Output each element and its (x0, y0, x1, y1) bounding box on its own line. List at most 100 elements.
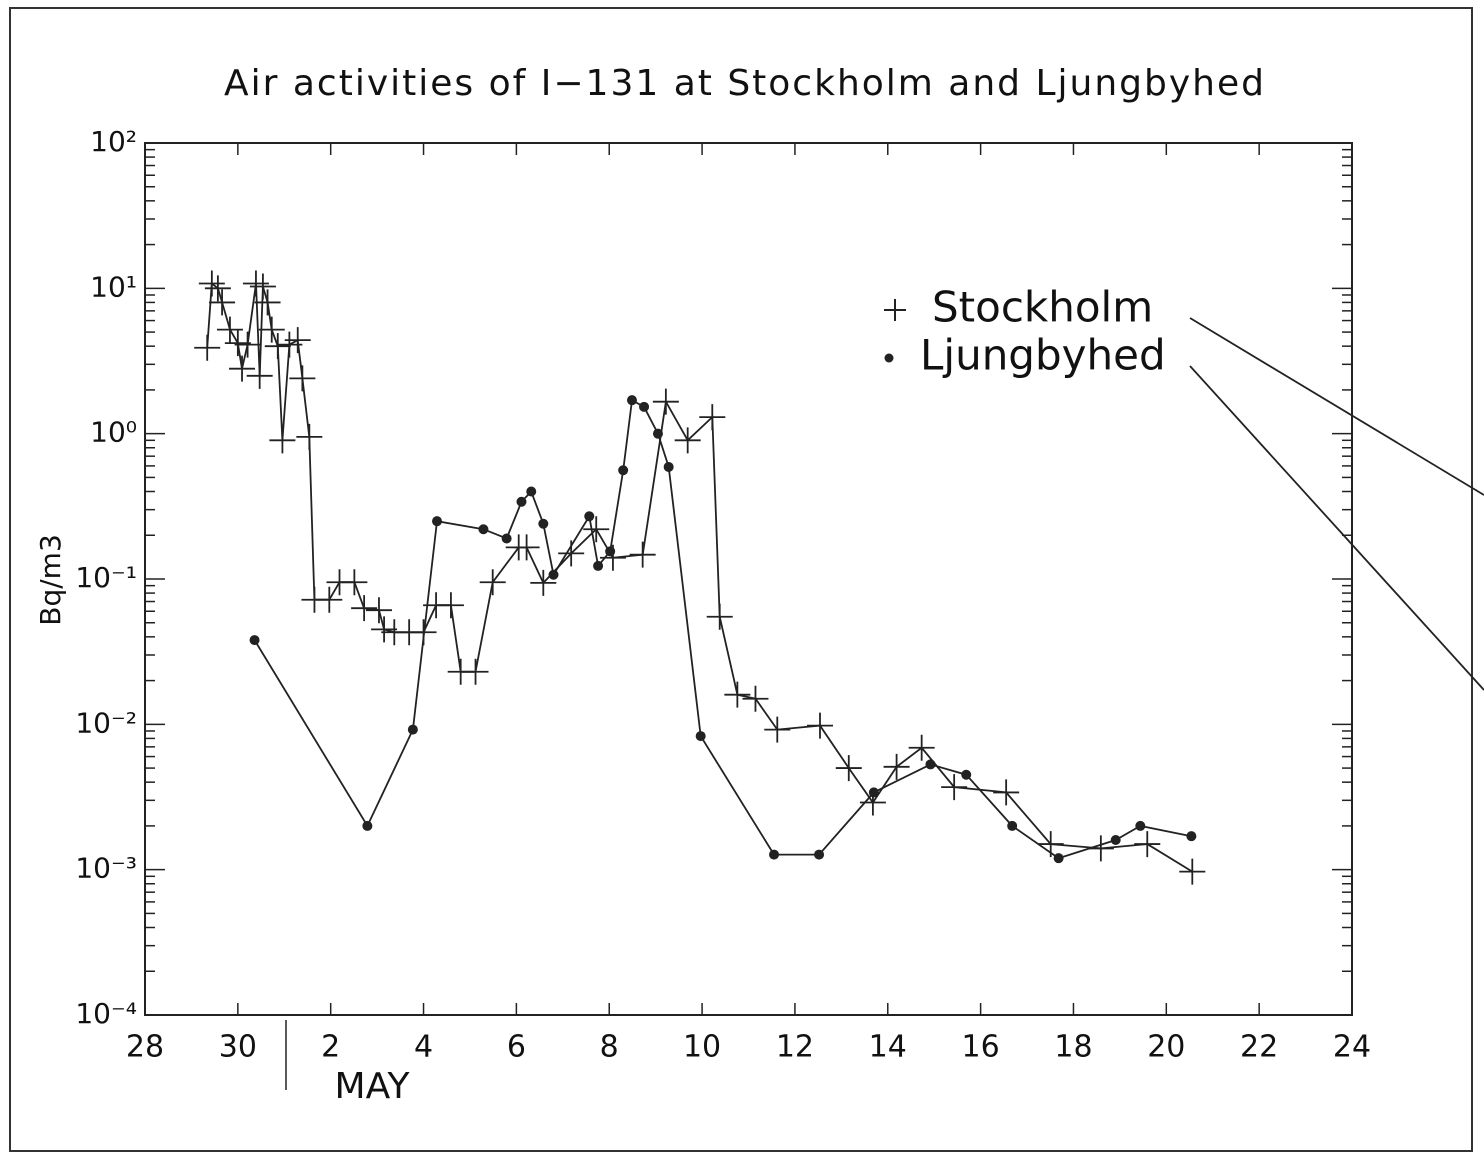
dot-marker (538, 518, 549, 529)
x-tick-label: 14 (869, 1030, 907, 1065)
x-tick-label: 2 (321, 1030, 340, 1065)
dot-marker (407, 724, 418, 735)
dot-marker (639, 401, 650, 412)
plus-marker (583, 516, 610, 543)
legend-leader (1189, 365, 1484, 691)
dot-marker (925, 759, 936, 770)
plus-marker (316, 586, 343, 613)
plus-marker (249, 273, 276, 300)
plus-marker (652, 388, 679, 415)
dot-marker (769, 849, 780, 860)
plus-marker (209, 289, 236, 316)
dot-marker (1053, 853, 1064, 864)
plus-marker (699, 404, 726, 431)
dot-marker (584, 511, 595, 522)
dot-marker (1135, 820, 1146, 831)
frame (9, 7, 1473, 1152)
y-axis-label: Bq/m3 (34, 534, 67, 626)
plus-marker (371, 616, 398, 643)
dot-marker (1007, 820, 1018, 831)
legend-marker (884, 353, 894, 363)
y-tick-label: 10⁻¹ (75, 561, 137, 594)
dot-marker (868, 787, 879, 798)
dot-marker (663, 461, 674, 472)
plus-marker (724, 681, 751, 708)
plus-marker (706, 603, 733, 630)
x-tick-label: 22 (1240, 1030, 1278, 1065)
plus-marker (479, 569, 506, 596)
dot-marker (605, 546, 616, 557)
dot-marker (548, 569, 559, 580)
plus-marker (764, 716, 791, 743)
dot-marker (652, 428, 663, 439)
plus-marker (258, 316, 285, 343)
dot-marker (1110, 835, 1121, 846)
plus-marker (198, 270, 225, 297)
plus-marker (254, 289, 281, 316)
plus-marker (835, 755, 862, 782)
plus-marker (437, 592, 464, 619)
plus-marker (993, 779, 1020, 806)
x-tick-label: 4 (414, 1030, 433, 1065)
legend-marker (884, 299, 906, 321)
x-tick-label: 8 (600, 1030, 619, 1065)
plus-marker (269, 427, 296, 454)
legend-leader (1189, 317, 1484, 496)
dot-marker (432, 516, 443, 527)
plus-marker (1179, 858, 1206, 885)
dot-marker (626, 395, 637, 406)
plus-marker (908, 734, 935, 761)
plus-marker (629, 541, 656, 568)
dot-marker (362, 820, 373, 831)
dot-marker (695, 731, 706, 742)
y-tick-label: 10¹ (90, 270, 137, 303)
dot-marker (249, 635, 260, 646)
legend-label: Stockholm (932, 283, 1153, 332)
plus-marker (513, 534, 540, 561)
dot-marker (526, 486, 537, 497)
plot-frame (144, 142, 1353, 1016)
x-tick-label: 20 (1147, 1030, 1185, 1065)
y-tick-label: 10⁰ (90, 416, 137, 449)
dot-marker (593, 560, 604, 571)
plus-marker (229, 355, 256, 382)
dot-marker (961, 769, 972, 780)
y-tick-label: 10² (90, 125, 137, 158)
x-tick-label: 10 (683, 1030, 721, 1065)
x-tick-label: 12 (776, 1030, 814, 1065)
plus-marker (246, 362, 273, 389)
x-tick-label: 28 (126, 1030, 164, 1065)
plus-marker (883, 753, 910, 780)
plus-marker (296, 423, 323, 450)
x-tick-label: 16 (962, 1030, 1000, 1065)
y-tick-label: 10⁻³ (75, 852, 137, 885)
x-tick-label: 6 (507, 1030, 526, 1065)
x-tick-label: 30 (219, 1030, 257, 1065)
legend-label: Ljungbyhed (920, 331, 1166, 380)
plus-marker (289, 365, 316, 392)
plus-marker (1134, 831, 1161, 858)
plus-marker (204, 275, 231, 302)
plus-marker (941, 774, 968, 801)
dot-marker (501, 533, 512, 544)
x-tick-label: 24 (1333, 1030, 1371, 1065)
dot-marker (516, 496, 527, 507)
plus-marker (284, 327, 311, 354)
plus-marker (530, 569, 557, 596)
plus-marker (224, 330, 251, 357)
dot-marker (1186, 831, 1197, 842)
plus-marker (216, 316, 243, 343)
x-tick-label: 18 (1054, 1030, 1092, 1065)
plus-marker (351, 595, 378, 622)
plus-marker (234, 331, 261, 358)
dot-marker (814, 849, 825, 860)
plus-marker (264, 333, 291, 360)
y-tick-label: 10⁻² (75, 706, 137, 739)
plus-marker (674, 427, 701, 454)
plus-marker (365, 597, 392, 624)
plus-marker (806, 712, 833, 739)
plus-marker (742, 685, 769, 712)
plus-marker (341, 569, 368, 596)
